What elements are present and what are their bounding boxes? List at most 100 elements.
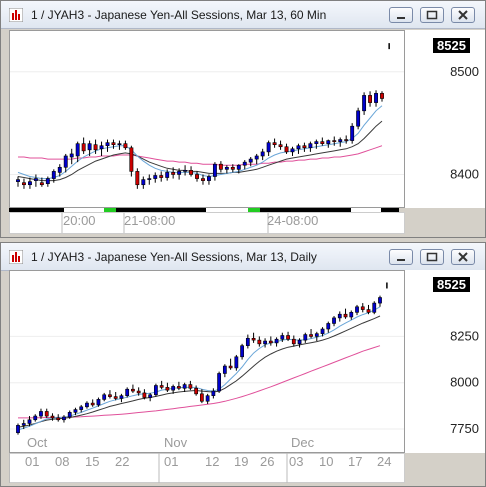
candle-body [291, 338, 296, 345]
candle [297, 338, 302, 348]
candle [171, 167, 176, 179]
title-bar[interactable]: 1 / JYAH3 - Japanese Yen-All Sessions, M… [1, 243, 485, 271]
candle [39, 177, 44, 187]
candle-body [320, 328, 325, 334]
candle [337, 311, 342, 322]
candle-body [57, 166, 62, 173]
candle-body [69, 153, 74, 158]
candle [356, 107, 361, 130]
day-label: 03 [289, 454, 304, 469]
moving-average-fast [17, 105, 383, 180]
candle-body [148, 394, 153, 398]
candle [326, 139, 331, 148]
candle-body [177, 386, 181, 389]
candle-body [349, 312, 354, 318]
candle-body [234, 356, 239, 369]
candle [119, 393, 124, 403]
minimize-button[interactable] [389, 249, 413, 265]
candle [117, 140, 122, 150]
candle-body [326, 140, 331, 144]
month-label: Nov [164, 435, 188, 450]
candle [240, 343, 244, 360]
maximize-button[interactable] [420, 7, 444, 23]
candle [278, 140, 283, 150]
candle [57, 164, 62, 177]
close-button[interactable] [451, 7, 475, 23]
time-label: 24-08:00 [267, 213, 319, 228]
candle [368, 91, 373, 107]
candle [314, 331, 319, 342]
candle [105, 139, 110, 152]
candle-body [260, 151, 265, 157]
moving-average-mid [17, 315, 381, 428]
price-plot-area[interactable] [9, 270, 405, 453]
candle [129, 145, 134, 177]
candle-body [51, 171, 56, 179]
candle [218, 161, 223, 173]
candle [201, 174, 205, 185]
candle [199, 389, 204, 404]
candle-body [272, 142, 277, 145]
maximize-button[interactable] [420, 249, 444, 265]
candle-body [236, 164, 241, 170]
candle [234, 354, 239, 371]
chart-window-daily[interactable]: 1 / JYAH3 - Japanese Yen-All Sessions, M… [0, 242, 486, 487]
candle [87, 140, 92, 156]
candle-body [75, 143, 80, 157]
candle-body [362, 95, 367, 112]
candle [228, 358, 233, 370]
date-axis-ticks [9, 453, 288, 483]
candle-body [195, 174, 199, 179]
candle [195, 171, 199, 182]
candle [303, 332, 308, 343]
moving-average-mid [17, 120, 383, 182]
candle [236, 164, 241, 174]
time-axis[interactable] [9, 212, 405, 234]
price-axis-tick-label: 8400 [450, 166, 479, 181]
minimize-icon [397, 259, 405, 261]
candle-body [85, 402, 89, 408]
candle-body [296, 145, 301, 150]
last-price-tag: 8525 [433, 38, 470, 54]
candle [90, 399, 95, 407]
candle-body [303, 334, 308, 341]
close-button[interactable] [451, 249, 475, 265]
minimize-button[interactable] [389, 7, 413, 23]
candle [326, 321, 331, 333]
candle [188, 380, 193, 391]
day-label: 17 [348, 454, 363, 469]
time-label: 20:00 [63, 213, 96, 228]
price-plot-area[interactable] [9, 30, 405, 208]
day-label: 08 [55, 454, 70, 469]
candle-body [222, 365, 227, 374]
session-bar [9, 208, 399, 212]
candle [50, 413, 55, 421]
candle [194, 385, 199, 396]
candle [165, 382, 170, 392]
price-axis[interactable]: 8500 8400 [405, 30, 485, 208]
candle [142, 389, 147, 400]
candle-body [337, 313, 342, 319]
candle-body [117, 143, 122, 145]
date-axis[interactable] [9, 453, 405, 483]
candle-body [113, 396, 118, 399]
candle [374, 90, 378, 107]
candlestick-chart [10, 282, 404, 435]
candle-body [93, 144, 98, 151]
candle-body [242, 161, 247, 166]
candle-body [355, 306, 359, 313]
candle [296, 143, 301, 154]
candle [159, 380, 164, 390]
window-title: 1 / JYAH3 - Japanese Yen-All Sessions, M… [31, 8, 327, 22]
candle-body [245, 337, 250, 346]
last-price-tag: 8525 [433, 277, 470, 293]
title-bar[interactable]: 1 / JYAH3 - Japanese Yen-All Sessions, M… [1, 1, 485, 29]
price-axis[interactable]: 8250 8000 7750 [405, 270, 485, 453]
chart-window-60min[interactable]: 1 / JYAH3 - Japanese Yen-All Sessions, M… [0, 0, 486, 238]
candle-body [119, 395, 124, 399]
candle [51, 169, 56, 183]
candle [113, 391, 118, 401]
candle-body [125, 388, 130, 396]
candle-body [44, 411, 49, 417]
candle-body [314, 333, 319, 337]
